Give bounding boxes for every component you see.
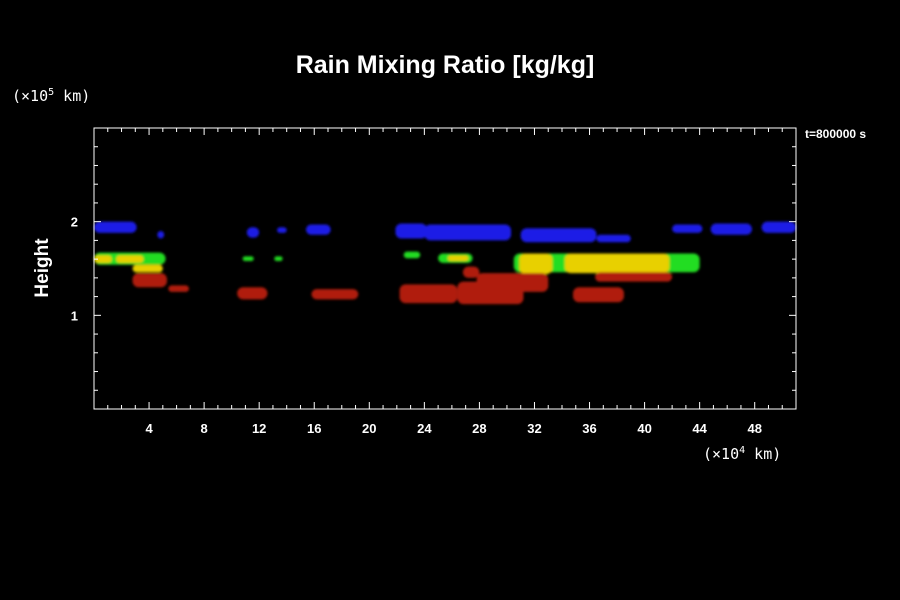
region-green-14	[274, 256, 283, 262]
region-blue-8	[596, 234, 631, 243]
region-blue-1	[157, 231, 165, 239]
y-unit-exponent: 5	[48, 87, 54, 98]
region-blue-5	[395, 223, 428, 239]
region-red-27	[311, 289, 359, 300]
x-unit-suffix: km)	[745, 445, 781, 463]
x-tick-label: 12	[252, 421, 266, 436]
x-tick-label: 8	[201, 421, 208, 436]
x-tick-label: 20	[362, 421, 376, 436]
region-yellow-21	[447, 255, 469, 262]
region-yellow-22	[519, 253, 553, 275]
region-red-33	[595, 272, 673, 282]
region-blue-9	[672, 224, 703, 233]
x-tick-label: 40	[637, 421, 651, 436]
y-unit-prefix: (×10	[12, 87, 48, 105]
region-red-24	[132, 273, 167, 288]
region-red-31	[462, 266, 480, 278]
region-blue-6	[424, 224, 512, 241]
region-blue-4	[305, 224, 331, 235]
y-tick-label: 2	[71, 215, 78, 230]
x-tick-label: 48	[747, 421, 761, 436]
axis-ticks	[94, 128, 796, 409]
x-tick-label: 4	[145, 421, 153, 436]
x-tick-label: 28	[472, 421, 486, 436]
region-blue-3	[277, 227, 287, 233]
x-tick-label: 32	[527, 421, 541, 436]
y-unit-suffix: km)	[54, 87, 90, 105]
chart-title: Rain Mixing Ratio [kg/kg]	[296, 51, 595, 79]
region-blue-11	[761, 221, 796, 233]
y-tick-label: 1	[71, 308, 78, 323]
region-red-32	[573, 287, 624, 303]
y-axis-title: Height	[32, 238, 53, 298]
region-red-25	[168, 285, 189, 292]
region-red-30	[476, 273, 549, 292]
region-red-28	[399, 284, 458, 304]
region-blue-10	[710, 223, 752, 235]
region-green-13	[242, 256, 254, 262]
region-yellow-23	[564, 253, 670, 274]
x-tick-label: 36	[582, 421, 596, 436]
time-label: t=800000 s	[805, 127, 866, 141]
x-unit-exponent: 4	[739, 445, 745, 456]
x-tick-label: 44	[692, 421, 707, 436]
region-yellow-18	[94, 255, 112, 263]
region-blue-0	[94, 221, 137, 233]
region-blue-2	[246, 227, 260, 238]
region-blue-7	[520, 228, 597, 243]
x-tick-label: 24	[417, 421, 432, 436]
region-green-15	[403, 251, 421, 259]
x-unit-prefix: (×10	[703, 445, 739, 463]
region-red-26	[237, 287, 268, 300]
x-unit-label: (×104 km)	[703, 445, 781, 463]
region-yellow-20	[132, 264, 163, 273]
y-unit-label: (×105 km)	[12, 87, 90, 105]
x-tick-label: 16	[307, 421, 321, 436]
plot-frame	[93, 127, 797, 410]
data-regions	[94, 221, 796, 305]
region-yellow-19	[116, 255, 144, 263]
